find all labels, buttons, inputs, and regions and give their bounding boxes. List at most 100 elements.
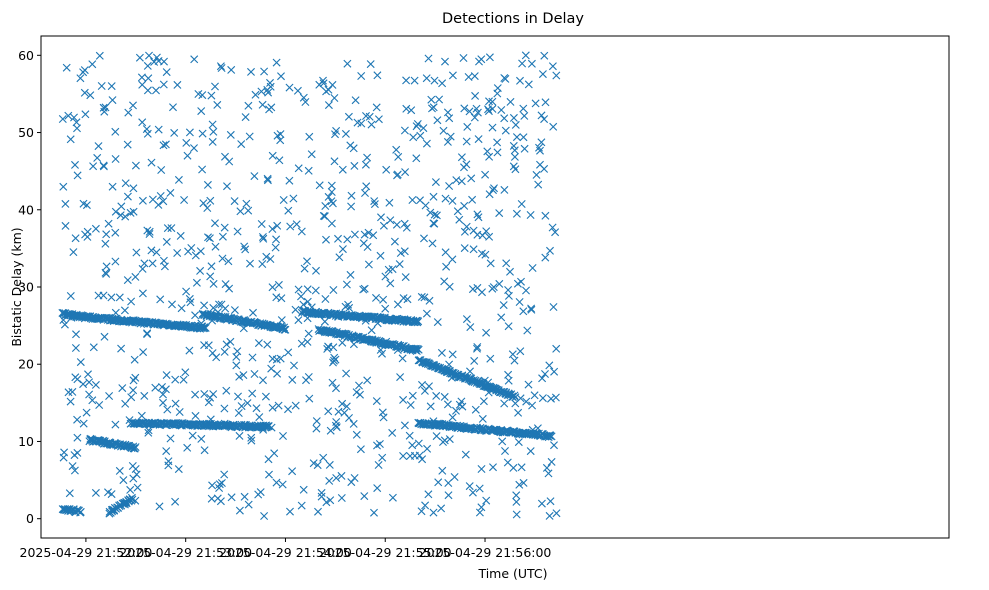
detection-point [138, 289, 147, 298]
detection-point [203, 180, 212, 189]
detection-point [139, 348, 148, 357]
detection-point [192, 278, 201, 287]
detection-point [401, 168, 410, 177]
detection-point [115, 293, 124, 302]
detection-point [415, 451, 424, 460]
detection-point [390, 237, 399, 246]
detection-point [129, 101, 137, 110]
detection-point [254, 490, 263, 499]
detection-point [173, 249, 182, 257]
detection-point [206, 415, 215, 424]
detection-point [399, 395, 408, 404]
detection-point [340, 408, 349, 417]
detection-point [251, 90, 260, 99]
detection-point [493, 148, 502, 157]
detection-point [79, 419, 88, 428]
detection-point [393, 170, 402, 179]
detection-point [369, 231, 378, 240]
detection-point [477, 465, 486, 473]
data-points [58, 51, 561, 520]
detection-point [362, 182, 371, 191]
detection-point [260, 512, 269, 520]
detection-point [118, 384, 127, 393]
detection-point [526, 211, 535, 219]
detection-point [489, 186, 497, 195]
detection-point [61, 199, 70, 208]
detection-point [378, 408, 387, 417]
detection-point [66, 135, 75, 144]
detection-point [374, 461, 383, 469]
detection-point [71, 344, 80, 352]
detection-point [299, 485, 308, 494]
detection-point [108, 96, 117, 105]
detection-point [463, 122, 472, 131]
detection-point [427, 95, 436, 104]
detection-point [388, 265, 397, 274]
detection-point [379, 295, 388, 304]
detection-point [111, 420, 120, 429]
detection-point [130, 355, 139, 364]
detection-point [76, 358, 85, 367]
detection-point [278, 480, 287, 489]
detection-point [481, 170, 490, 179]
y-tick-label: 40 [18, 202, 34, 217]
detection-point [203, 204, 212, 212]
detection-point [241, 113, 250, 122]
detection-point [414, 439, 423, 448]
detection-point [79, 199, 88, 208]
y-tick-label: 50 [18, 125, 34, 140]
detection-point [132, 470, 141, 479]
x-tick-label: 2025-04-29 21:54:00 [219, 545, 352, 560]
detection-point [330, 94, 339, 102]
detection-point [71, 234, 80, 243]
detection-point [538, 70, 547, 79]
detection-point [207, 494, 216, 503]
detection-point [392, 220, 401, 229]
detection-point [500, 185, 509, 194]
detection-point [124, 108, 133, 117]
detection-point [95, 401, 104, 409]
detection-point [222, 386, 231, 395]
y-tick-label: 20 [18, 357, 34, 372]
detection-point [538, 374, 547, 383]
detection-point [68, 462, 77, 471]
detection-point [460, 163, 468, 172]
detection-point [157, 166, 166, 174]
detection-point [320, 212, 329, 221]
detection-point [248, 353, 257, 362]
detection-point [373, 71, 382, 80]
detection-point [401, 273, 410, 282]
detection-point [378, 349, 386, 358]
detection-point [70, 466, 79, 475]
detection-point [482, 328, 491, 337]
detection-point [244, 206, 253, 215]
detection-point [70, 113, 78, 122]
detection-point [549, 303, 558, 311]
detection-point [102, 230, 111, 239]
detection-point [510, 391, 519, 400]
detection-point [204, 398, 213, 407]
detection-point [226, 130, 235, 139]
detection-point [537, 111, 546, 120]
detection-point [205, 234, 214, 243]
detection-point [291, 401, 300, 410]
detection-point [91, 224, 100, 233]
detection-point [346, 141, 355, 150]
detection-point [327, 188, 336, 196]
detection-point [509, 141, 518, 150]
detection-point [448, 71, 457, 80]
detection-point [227, 65, 236, 74]
detection-point [211, 82, 219, 91]
detection-point [378, 453, 387, 462]
detection-point [267, 364, 276, 373]
detection-point [359, 285, 368, 294]
detection-point [385, 198, 394, 207]
detection-point [412, 154, 421, 163]
detection-point [171, 497, 180, 506]
detection-point [304, 166, 313, 175]
detection-point [59, 182, 68, 191]
x-tick-label: 2025-04-29 21:53:00 [119, 545, 252, 560]
detection-point [209, 279, 218, 288]
detection-point [123, 276, 132, 285]
detection-point [242, 199, 251, 208]
